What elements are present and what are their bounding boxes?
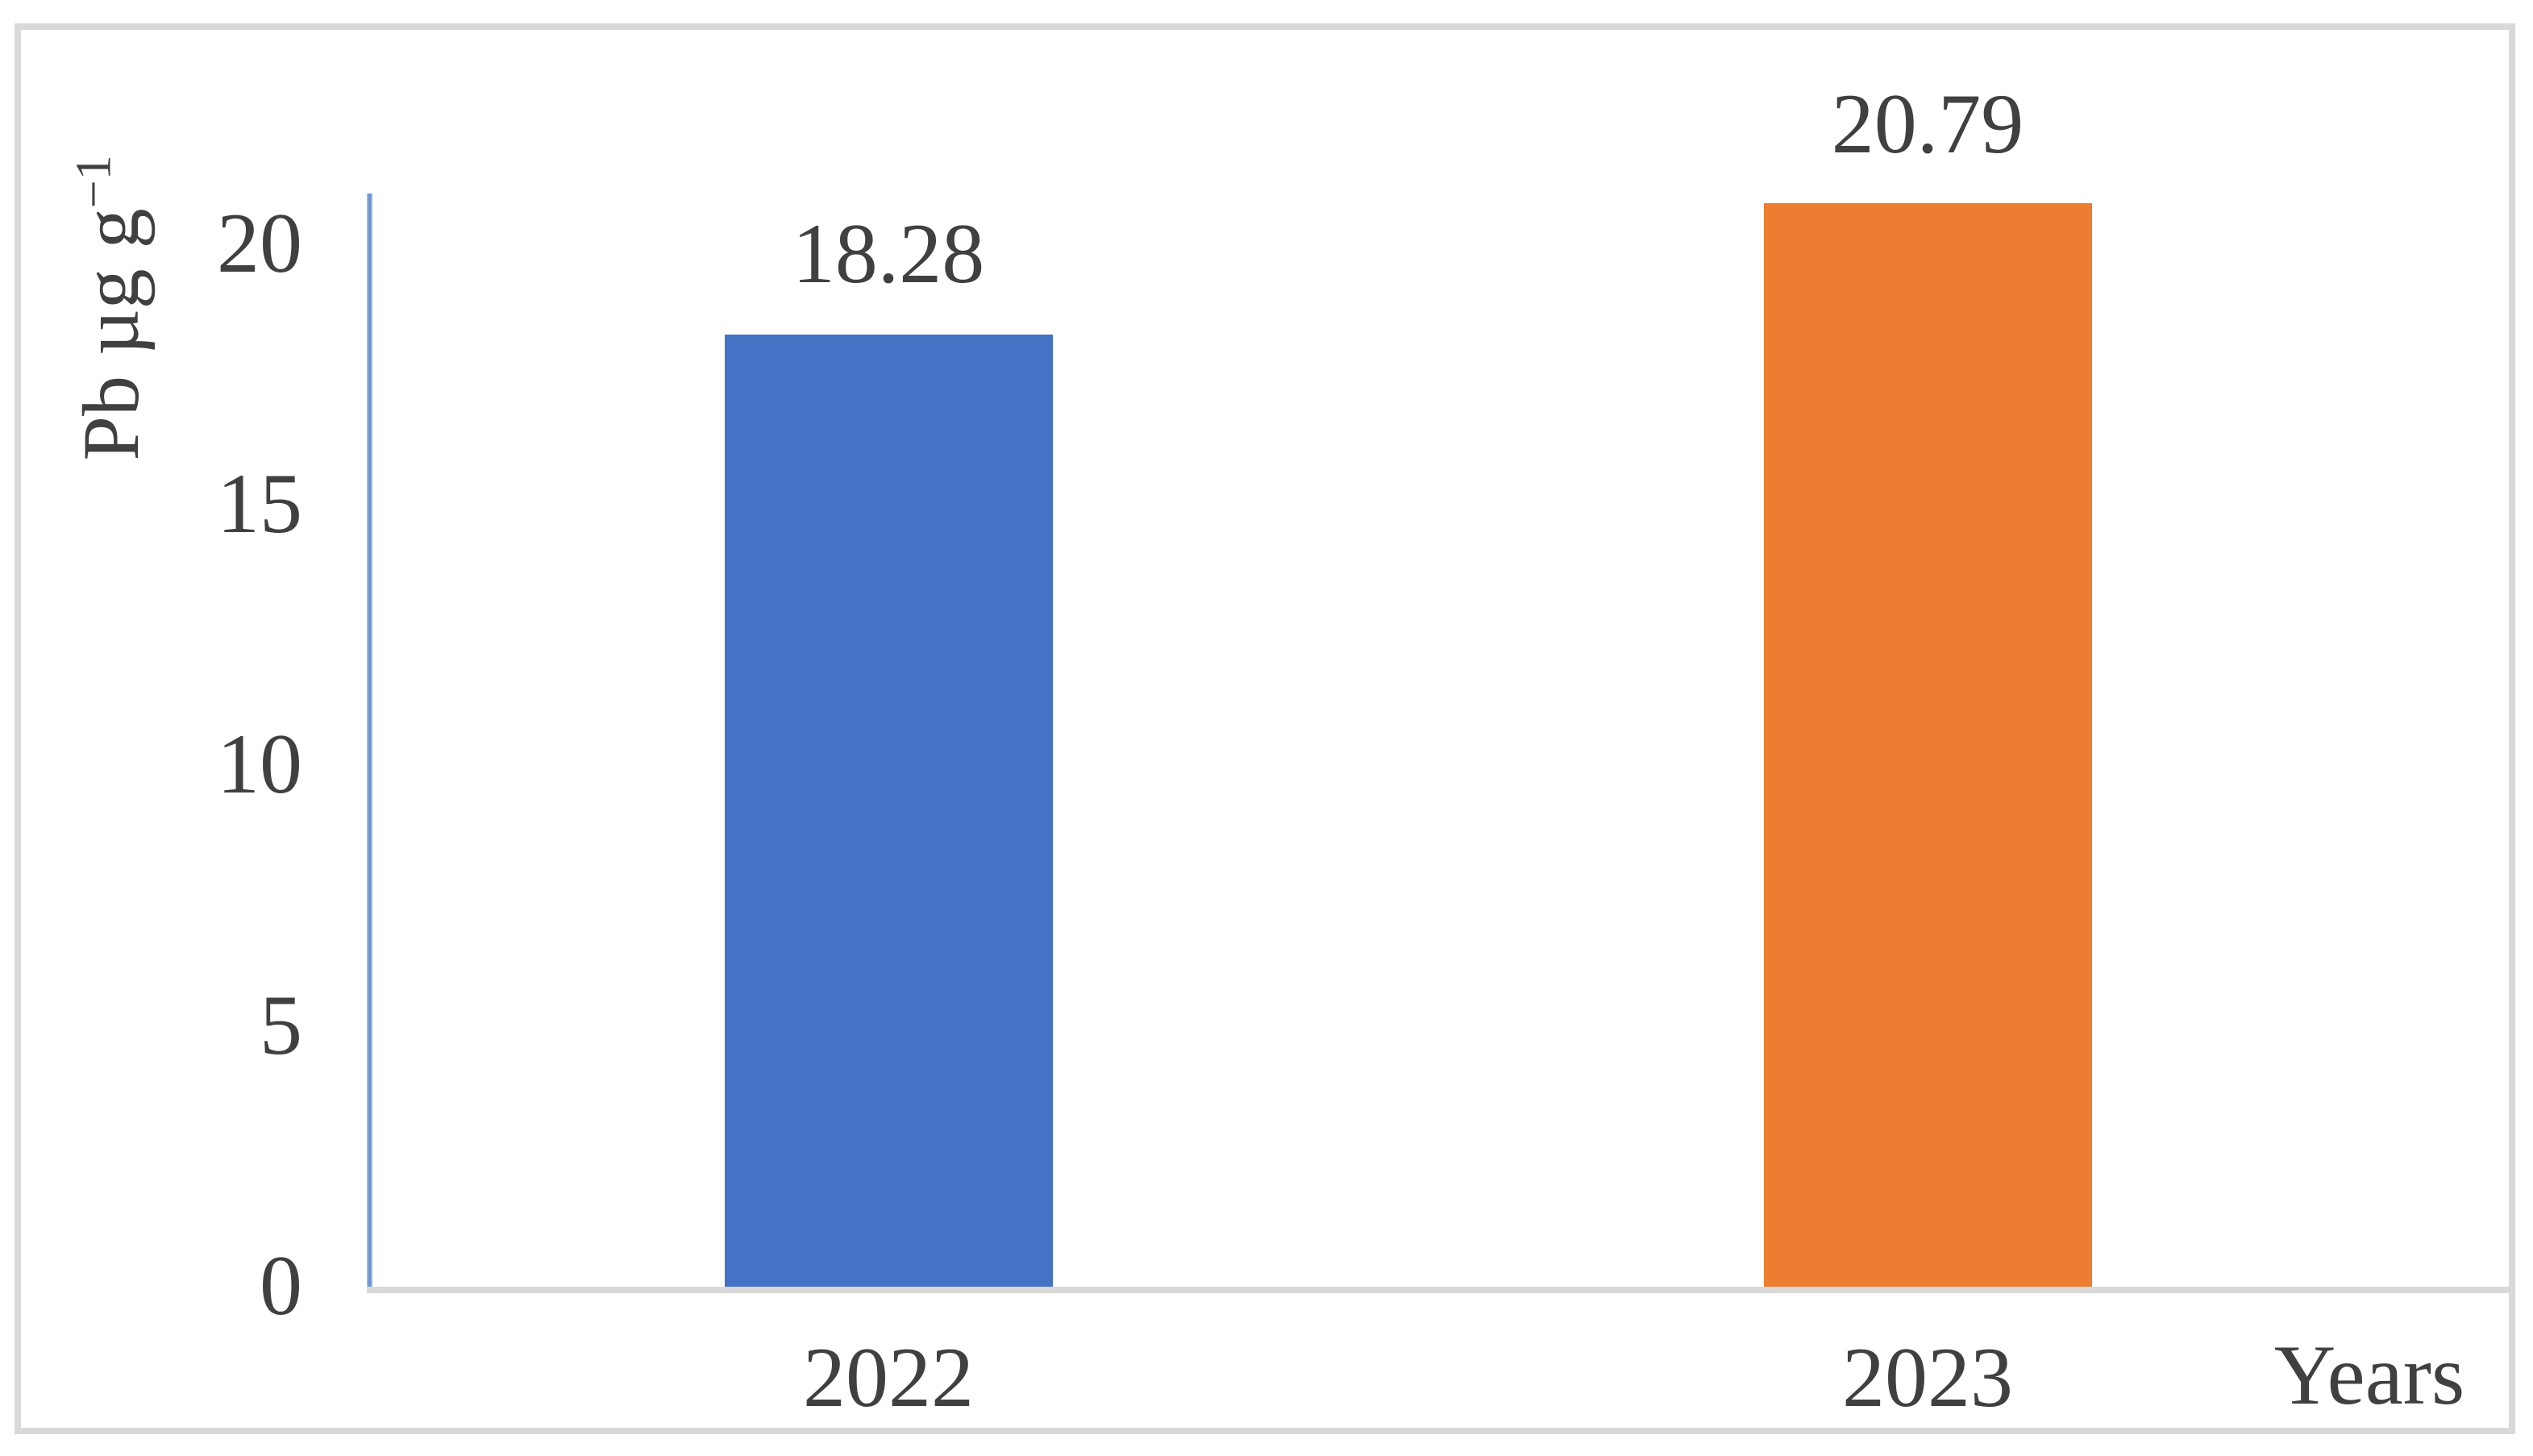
y-tick-label-20: 20	[217, 196, 302, 290]
bar-2022	[725, 335, 1053, 1287]
y-tick-label-15: 15	[217, 456, 302, 551]
y-tick-label-10: 10	[217, 717, 302, 811]
chart-border-frame	[15, 23, 2515, 1434]
y-axis-title-superscript: −1	[66, 155, 122, 209]
x-category-label-2022: 2022	[803, 1330, 974, 1425]
y-tick-label-5: 5	[260, 978, 302, 1072]
y-axis-line	[367, 193, 372, 1287]
data-label-2023: 20.79	[1831, 77, 2024, 171]
x-axis-line	[367, 1287, 2509, 1293]
data-label-2022: 18.28	[792, 206, 985, 301]
bar-2023	[1764, 203, 2092, 1287]
x-category-label-2023: 2023	[1842, 1330, 2013, 1425]
x-axis-title: Years	[2273, 1328, 2465, 1422]
y-tick-label-0: 0	[260, 1238, 302, 1333]
